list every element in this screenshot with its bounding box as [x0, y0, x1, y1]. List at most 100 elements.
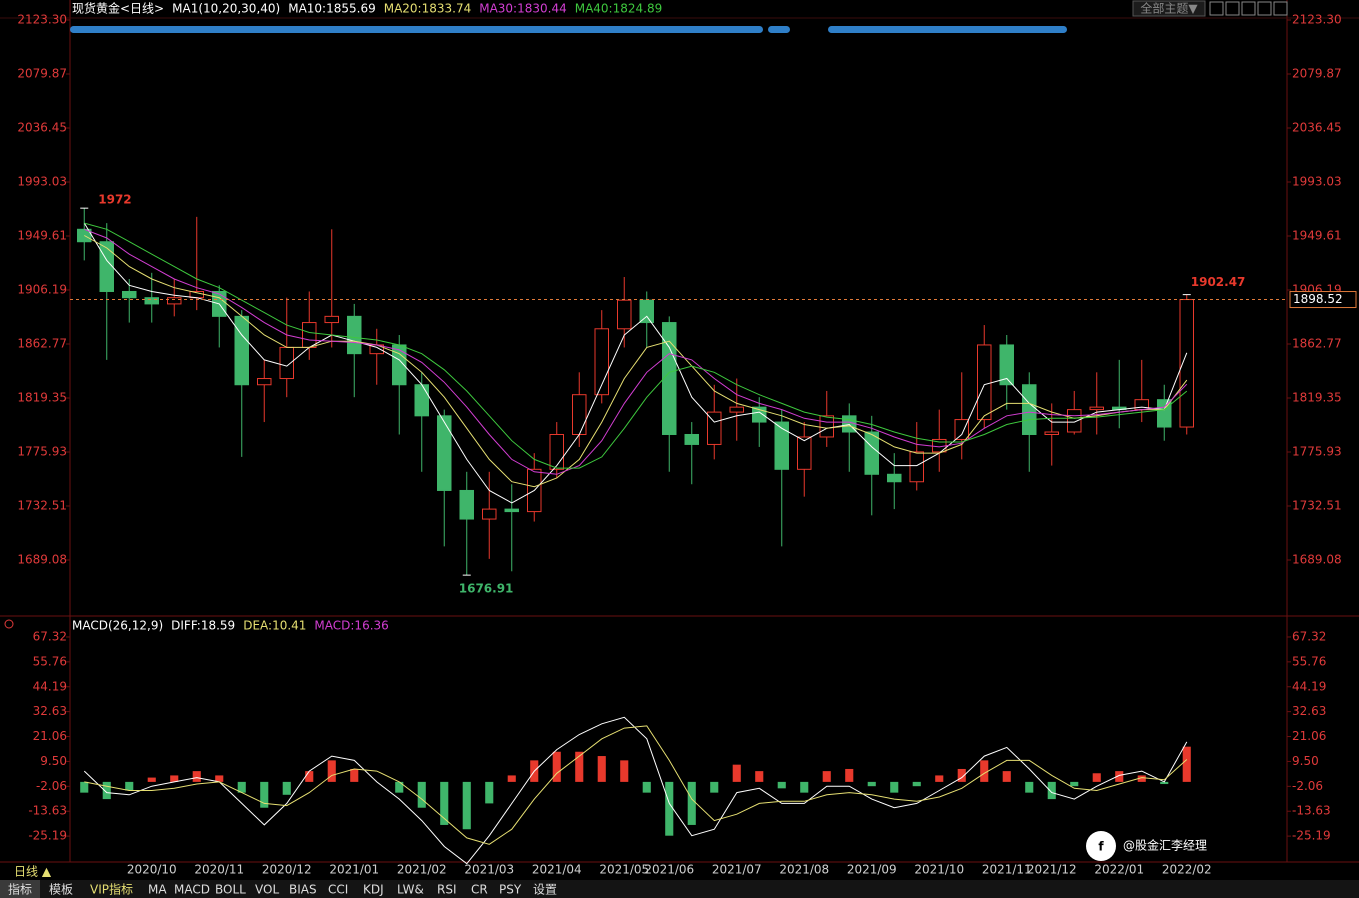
macd-bar: [642, 781, 651, 793]
candle-body: [167, 297, 182, 305]
macd-bar: [215, 775, 224, 782]
ma-line: [84, 228, 1188, 475]
y-tick-label: 55.76: [33, 654, 67, 668]
y-tick-label-right: -2.06: [1292, 779, 1323, 793]
macd-bar: [710, 781, 719, 793]
y-tick-label-right: 1949.61: [1292, 229, 1342, 243]
candle-body: [887, 473, 902, 483]
candle-body: [504, 508, 519, 513]
x-tick-label: 2021/04: [532, 863, 582, 877]
tab[interactable]: VOL: [255, 883, 279, 897]
macd-bar: [305, 771, 314, 782]
legend-entry: MACD:16.36: [314, 619, 388, 633]
x-tick-label: 2021/09: [847, 863, 897, 877]
macd-bar: [620, 760, 629, 782]
legend-entry: DEA:10.41: [243, 619, 306, 633]
x-tick-label: 2021/10: [914, 863, 964, 877]
macd-bar: [192, 771, 201, 782]
theme-button[interactable]: [1132, 0, 1206, 17]
x-tick-label: 2020/12: [262, 863, 312, 877]
candle-body: [279, 346, 294, 380]
macd-bar: [237, 781, 246, 793]
candle-body: [954, 419, 969, 440]
macd-bar: [575, 751, 584, 782]
tab[interactable]: CCI: [328, 883, 348, 897]
x-tick-label: 2022/02: [1162, 863, 1212, 877]
x-tick-label: 2022/01: [1094, 863, 1144, 877]
price-annotation: 1972: [98, 193, 131, 207]
candle-body: [1067, 409, 1082, 433]
tab[interactable]: MACD: [174, 883, 210, 897]
macd-bar: [440, 781, 449, 825]
tab[interactable]: BIAS: [289, 883, 317, 897]
y-tick-label-right: 1819.35: [1292, 390, 1342, 404]
candle-body: [639, 299, 654, 324]
ma-line: [84, 222, 1188, 469]
x-tick-label: 2021/11: [982, 863, 1032, 877]
tab[interactable]: KDJ: [363, 883, 384, 897]
y-tick-label: 1949.61: [17, 229, 67, 243]
tab[interactable]: LW&: [397, 883, 424, 897]
candle-body: [482, 508, 497, 520]
legend-entry: MA10:1855.69: [288, 2, 376, 16]
price-annotation: 1676.91: [459, 582, 514, 596]
y-tick-label: 44.19: [33, 679, 67, 693]
macd-bar: [1002, 771, 1011, 782]
y-tick-label: 2123.30: [17, 13, 67, 27]
tab[interactable]: 模板: [49, 883, 73, 897]
tab[interactable]: 指标: [8, 882, 32, 897]
y-tick-label-right: 55.76: [1292, 654, 1326, 668]
y-tick-label: 32.63: [33, 704, 67, 718]
macd-bar: [800, 781, 809, 793]
x-tick-label: 2020/10: [127, 863, 177, 877]
x-tick-label: 2021/05: [599, 863, 649, 877]
macd-bar: [1047, 781, 1056, 800]
candle-body: [707, 411, 722, 445]
candle-body: [1089, 406, 1104, 411]
candle-body: [99, 241, 114, 292]
legend-entry: MA40:1824.89: [575, 2, 663, 16]
y-tick-label: 1906.19: [17, 282, 67, 296]
candle-body: [347, 315, 362, 355]
tab[interactable]: RSI: [437, 883, 457, 897]
y-tick-label: -25.19: [28, 829, 67, 843]
tab[interactable]: MA: [148, 883, 167, 897]
macd-bar: [395, 781, 404, 793]
macd-bar: [912, 781, 921, 787]
tab[interactable]: VIP指标: [90, 882, 133, 897]
macd-bar: [417, 781, 426, 808]
macd-bar: [350, 768, 359, 782]
legend-entry: MA20:1833.74: [384, 2, 472, 16]
tab[interactable]: 设置: [533, 883, 557, 897]
candle-body: [234, 315, 249, 386]
macd-bar: [867, 781, 876, 787]
y-tick-label-right: 2036.45: [1292, 121, 1342, 135]
candle-body: [1022, 384, 1037, 435]
price-annotation: 1902.47: [1191, 275, 1246, 289]
legend-entry: MA30:1830.44: [479, 2, 567, 16]
y-tick-label-right: 1775.93: [1292, 444, 1342, 458]
tab[interactable]: CR: [471, 883, 488, 897]
tab[interactable]: PSY: [499, 883, 522, 897]
x-tick-label: 2020/11: [194, 863, 244, 877]
x-tick-label: 2021/02: [397, 863, 447, 877]
y-tick-label-right: 67.32: [1292, 629, 1326, 643]
settings-icon[interactable]: [4, 619, 14, 629]
y-tick-label-right: -13.63: [1292, 804, 1331, 818]
candle-body: [144, 297, 159, 305]
y-tick-label: 9.50: [40, 754, 67, 768]
x-tick-label: 2021/12: [1027, 863, 1077, 877]
macd-bar: [890, 781, 899, 793]
tab[interactable]: BOLL: [215, 883, 246, 897]
y-tick-label: 67.32: [33, 629, 67, 643]
macd-bar: [1070, 781, 1079, 787]
x-tick-label: 2021/06: [644, 863, 694, 877]
theme-button-label[interactable]: 全部主题▼: [1140, 1, 1198, 16]
macd-bar: [1137, 775, 1146, 782]
tab-active: [0, 880, 40, 898]
period-label[interactable]: 日线 ▲: [14, 865, 52, 879]
candle-body: [977, 344, 992, 421]
y-tick-label-right: -25.19: [1292, 829, 1331, 843]
